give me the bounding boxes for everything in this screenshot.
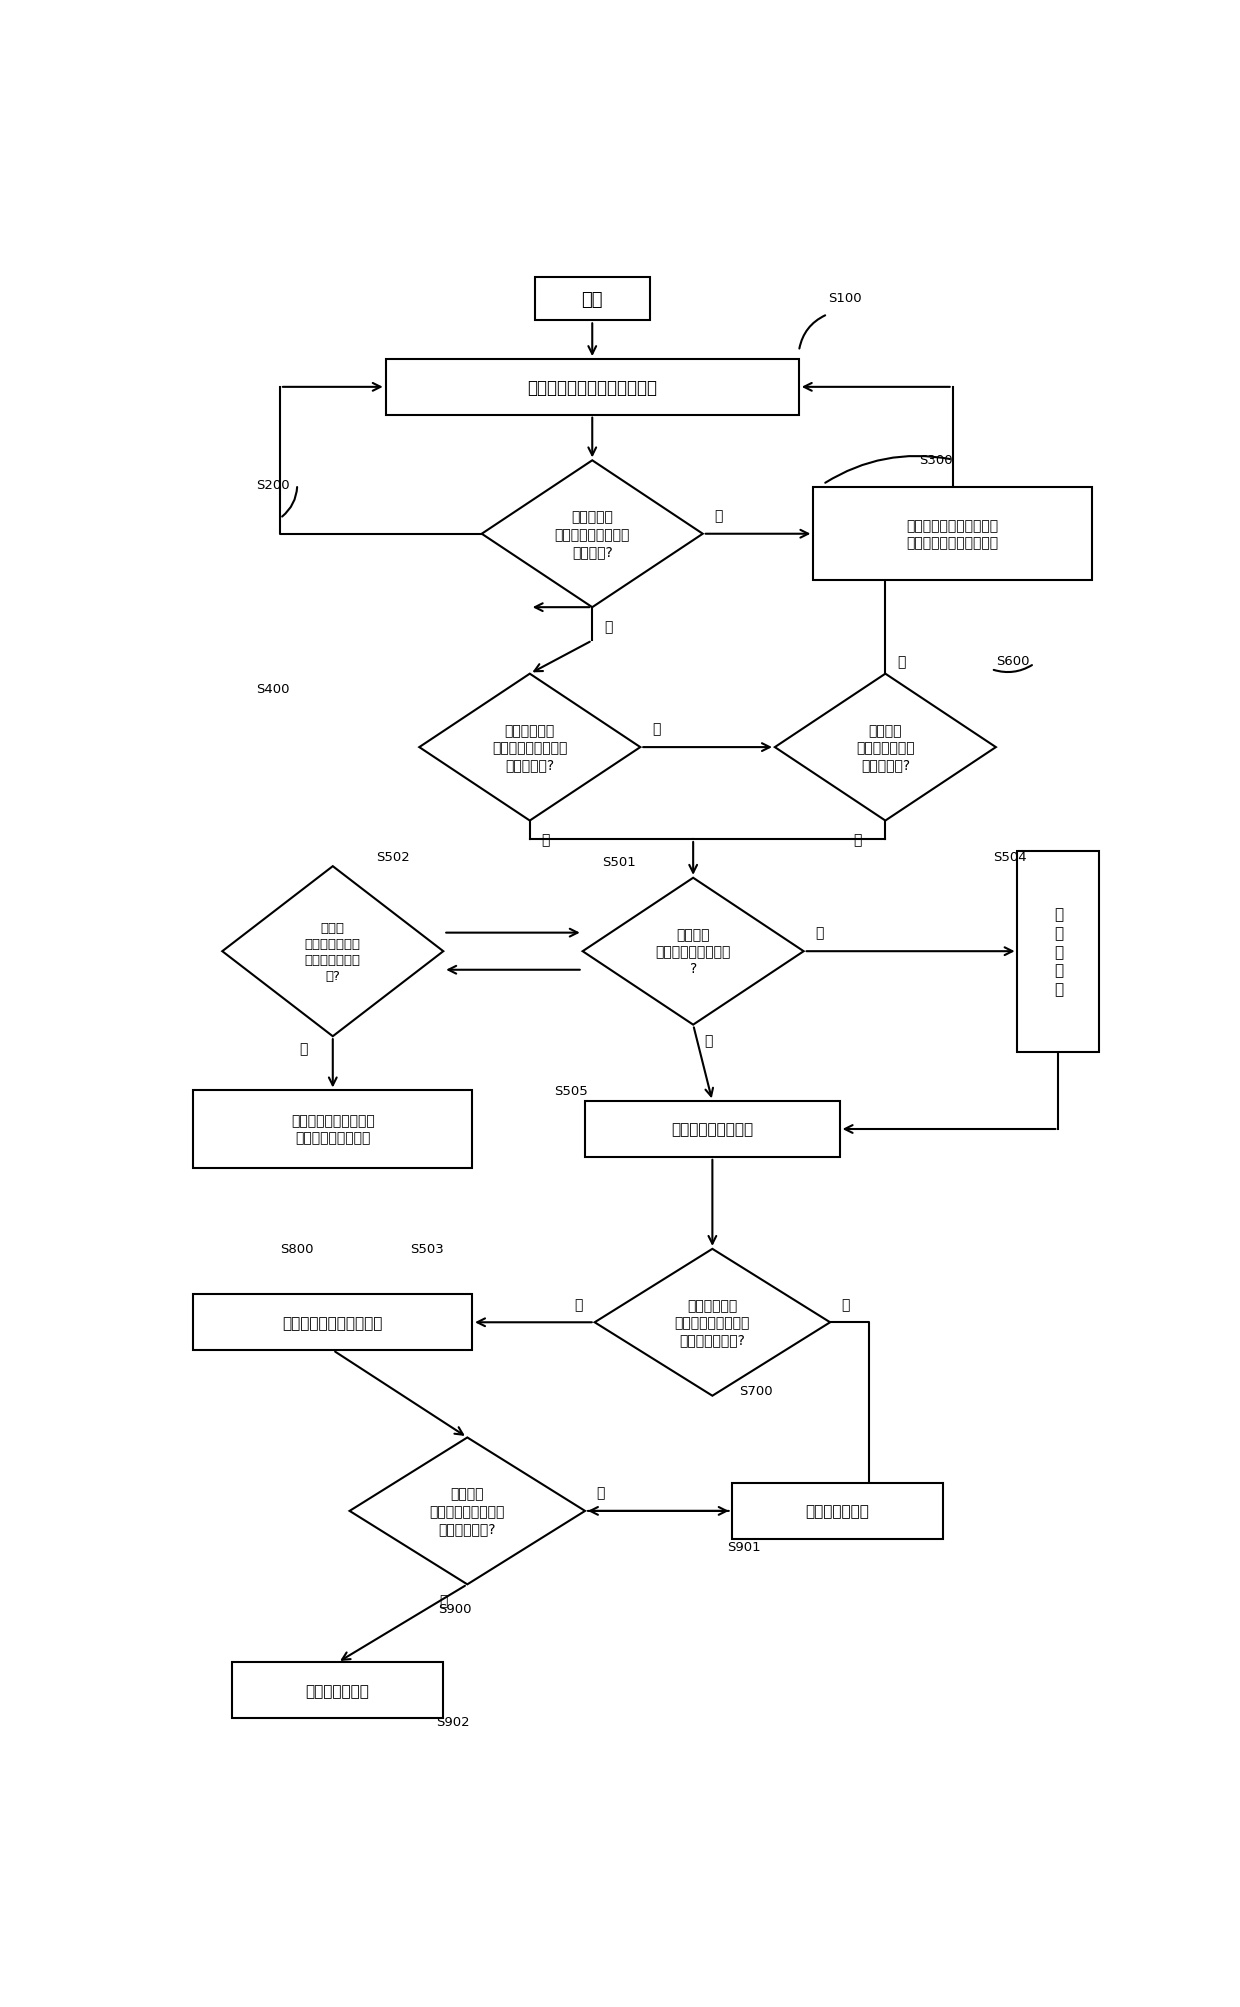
FancyBboxPatch shape: [585, 1102, 839, 1158]
Text: S502: S502: [376, 851, 409, 863]
Text: 否: 否: [714, 510, 723, 524]
Text: 是: 是: [604, 620, 613, 634]
Text: S100: S100: [828, 291, 862, 305]
FancyBboxPatch shape: [1018, 851, 1099, 1052]
Polygon shape: [775, 674, 996, 821]
Text: S600: S600: [996, 654, 1029, 668]
Text: S504: S504: [993, 851, 1027, 863]
Text: 发动机继续工作: 发动机继续工作: [805, 1503, 869, 1519]
Text: S900: S900: [439, 1602, 472, 1616]
Text: 发动机停止为蓄电池充电: 发动机停止为蓄电池充电: [283, 1315, 383, 1331]
FancyBboxPatch shape: [232, 1662, 444, 1718]
Text: 是: 是: [542, 833, 549, 847]
Text: 蓄电池的
电压是否小于第
二预设电压?: 蓄电池的 电压是否小于第 二预设电压?: [856, 723, 915, 773]
Text: 否: 否: [815, 925, 823, 939]
Text: 否: 否: [652, 723, 660, 737]
Text: 否: 否: [842, 1297, 849, 1311]
FancyBboxPatch shape: [534, 277, 650, 321]
Text: 开始: 开始: [582, 291, 603, 309]
Text: S505: S505: [554, 1084, 588, 1098]
Text: S800: S800: [280, 1242, 314, 1254]
Text: S501: S501: [601, 855, 636, 869]
Text: S901: S901: [727, 1539, 760, 1553]
Polygon shape: [595, 1248, 830, 1397]
Text: 否: 否: [439, 1594, 448, 1608]
Text: 判断混合
动力汽车是否有启动
发动机的需求?: 判断混合 动力汽车是否有启动 发动机的需求?: [429, 1487, 505, 1535]
FancyBboxPatch shape: [386, 359, 799, 415]
FancyBboxPatch shape: [193, 1092, 472, 1168]
Text: 否: 否: [897, 654, 905, 668]
Text: 是: 是: [596, 1485, 605, 1499]
Text: 发动机为蓄电池充电: 发动机为蓄电池充电: [671, 1122, 754, 1136]
Text: 判断发动
机是否处于工作状态
?: 判断发动 机是否处于工作状态 ?: [656, 927, 730, 975]
Text: S700: S700: [739, 1385, 773, 1397]
Polygon shape: [350, 1437, 585, 1586]
Text: 判断蓄电池
的电压是否小于第一
预设电压?: 判断蓄电池 的电压是否小于第一 预设电压?: [554, 510, 630, 558]
Text: S503: S503: [409, 1242, 444, 1254]
Text: 控制器实时获取蓄电池的电压: 控制器实时获取蓄电池的电压: [527, 379, 657, 397]
FancyBboxPatch shape: [813, 488, 1092, 580]
Polygon shape: [419, 674, 640, 821]
Text: 发动机停止工作: 发动机停止工作: [305, 1684, 370, 1698]
Text: S200: S200: [255, 478, 289, 492]
Text: 判断蓄电池的
电压下降速率是否大
于预设速率?: 判断蓄电池的 电压下降速率是否大 于预设速率?: [492, 723, 568, 773]
FancyBboxPatch shape: [193, 1295, 472, 1351]
Polygon shape: [222, 867, 444, 1038]
Text: S902: S902: [436, 1714, 470, 1728]
Polygon shape: [583, 879, 804, 1026]
Text: 判断蓄
电池的放电电流
是否大于预设电
流?: 判断蓄 电池的放电电流 是否大于预设电 流?: [305, 921, 361, 981]
Text: 蓄电池存在虚压问题，
提醒用户蓄电池故障: 蓄电池存在虚压问题， 提醒用户蓄电池故障: [291, 1114, 374, 1146]
Text: 判断发动机为
蓄电池充电的时间是
否达到预设时间?: 判断发动机为 蓄电池充电的时间是 否达到预设时间?: [675, 1299, 750, 1347]
Text: S400: S400: [255, 682, 289, 696]
Text: 无需对蓄电池进行充电，
发动机继续保持当前状态: 无需对蓄电池进行充电， 发动机继续保持当前状态: [906, 520, 998, 550]
Polygon shape: [481, 462, 703, 608]
Text: 是: 是: [853, 833, 862, 847]
Text: 是: 是: [704, 1034, 713, 1048]
Text: 否: 否: [300, 1042, 309, 1056]
FancyBboxPatch shape: [732, 1483, 942, 1539]
Text: S300: S300: [919, 454, 952, 468]
Text: 是: 是: [575, 1297, 583, 1311]
Text: 启
动
发
动
机: 启 动 发 动 机: [1054, 907, 1063, 995]
